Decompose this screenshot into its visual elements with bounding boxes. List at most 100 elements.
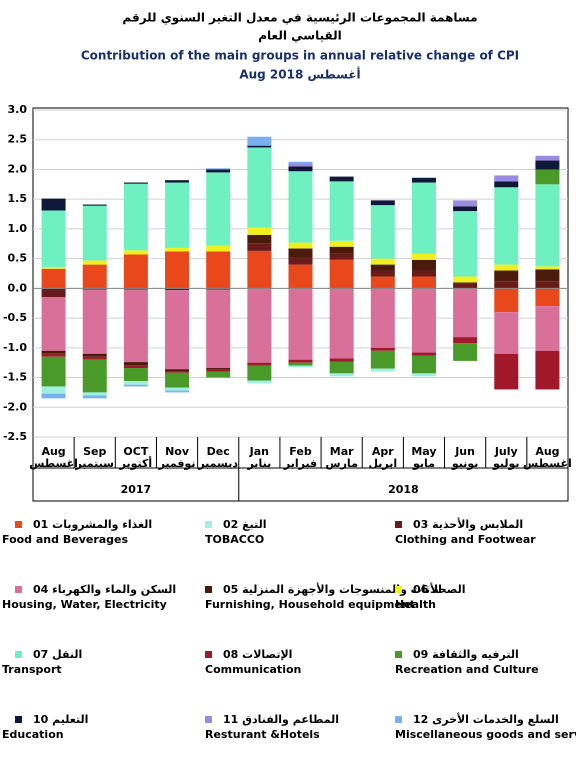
- y-tick-label: 2.5: [8, 133, 28, 146]
- bar-segment: [370, 264, 395, 271]
- x-tick-label: Jun: [454, 445, 475, 458]
- bar-segment: [288, 288, 313, 360]
- x-tick-label: Mar: [330, 445, 354, 458]
- bar-segment: [288, 257, 313, 265]
- bar-segment: [494, 270, 519, 282]
- bar-segment: [206, 168, 231, 170]
- bar-segment: [494, 353, 519, 390]
- bar-segment: [288, 359, 313, 363]
- bar-segment: [41, 386, 66, 394]
- bar-segment: [411, 288, 436, 353]
- bar-segment: [288, 248, 313, 258]
- bar-segment: [494, 175, 519, 182]
- bar-segment: [206, 288, 231, 290]
- bar-segment: [206, 251, 231, 289]
- x-tick-label-ar: يناير: [246, 457, 271, 470]
- bar-segment: [82, 204, 107, 206]
- bar-segment: [535, 288, 560, 307]
- bar-segment: [453, 282, 478, 284]
- y-tick-label: 0.5: [8, 252, 28, 265]
- bar-segment: [288, 365, 313, 368]
- legend-label: Recreation and Culture: [395, 663, 539, 676]
- year-label: 2018: [388, 483, 419, 496]
- bar-segment: [411, 177, 436, 183]
- legend-swatch: [395, 586, 402, 593]
- legend-label-ar: 01 الغذاء والمشروبات: [33, 518, 152, 531]
- x-tick-label: Feb: [289, 445, 312, 458]
- bar-segment: [535, 269, 560, 282]
- bar-segment: [453, 337, 478, 344]
- bar-segment: [411, 270, 436, 277]
- legend-label: Food and Beverages: [2, 533, 129, 546]
- legend-label: TOBACCO: [205, 533, 264, 546]
- y-tick-label: -1.0: [3, 341, 27, 354]
- x-tick-label-ar: يوليو: [492, 457, 520, 470]
- bar-segment: [370, 350, 395, 369]
- legend-label-ar: 03 الملابس والأحذية: [413, 517, 523, 531]
- bar-segment: [453, 276, 478, 283]
- legend-label: Housing, Water, Electricity: [2, 598, 167, 611]
- legend-swatch: [15, 586, 22, 593]
- bar-segment: [123, 289, 148, 363]
- bar-segment: [329, 288, 354, 359]
- legend-swatch: [395, 651, 402, 658]
- bar-segment: [288, 171, 313, 243]
- bar-segment: [123, 362, 148, 366]
- legend-label-ar: 06 الصحة: [413, 583, 465, 596]
- bar-segment: [82, 356, 107, 360]
- bar-segment: [453, 288, 478, 338]
- bar-segment: [247, 147, 272, 228]
- bar-segment: [41, 266, 66, 269]
- y-tick-label: 1.5: [8, 192, 28, 205]
- x-tick-label-ar: ديسمبر: [197, 457, 238, 470]
- bar-segment: [247, 380, 272, 384]
- legend-swatch: [205, 521, 212, 528]
- bar-segment: [247, 227, 272, 235]
- chart-title-ar: مساهمة المجموعات الرئيسية في معدل التغير…: [122, 11, 477, 26]
- legend-swatch: [15, 521, 22, 528]
- legend-swatch: [15, 651, 22, 658]
- x-tick-label: Jan: [249, 445, 269, 458]
- bar-segment: [41, 198, 66, 211]
- chart-title: Contribution of the main groups in annua…: [81, 49, 519, 63]
- legend-swatch: [205, 586, 212, 593]
- y-tick-label: 3.0: [8, 103, 28, 116]
- bar-segment: [453, 283, 478, 289]
- bar-segment: [82, 392, 107, 396]
- y-tick-label: 0.0: [8, 281, 28, 294]
- bar-segment: [329, 361, 354, 374]
- bar-segment: [123, 250, 148, 255]
- bar-segment: [82, 289, 107, 354]
- bar-segment: [494, 264, 519, 271]
- bar-segment: [494, 288, 519, 313]
- bar-segment: [535, 306, 560, 351]
- bar-segment: [123, 183, 148, 251]
- bar-segment: [247, 250, 272, 289]
- bar-segment: [453, 206, 478, 212]
- bar-segment: [453, 343, 478, 361]
- bar-segment: [41, 268, 66, 289]
- legend-label-ar: 05 الأثاث والمنسوجات والأجهزة المنزلية: [223, 582, 442, 596]
- bar-segment: [82, 359, 107, 393]
- bar-segment: [165, 290, 190, 370]
- x-tick-label: Apr: [372, 445, 394, 458]
- bar-segment: [329, 176, 354, 182]
- legend-label-ar: 10 التعليم: [33, 713, 88, 726]
- x-tick-label-ar: ابريل: [368, 457, 397, 470]
- bar-segment: [41, 393, 66, 399]
- bar-segment: [247, 234, 272, 244]
- x-tick-label: Aug: [535, 445, 559, 458]
- x-tick-label: Aug: [41, 445, 65, 458]
- bar-segment: [535, 169, 560, 185]
- x-tick-label: July: [494, 445, 518, 458]
- legend-swatch: [205, 651, 212, 658]
- bar-segment: [370, 347, 395, 351]
- x-tick-label-ar: مايو: [412, 457, 435, 470]
- bar-segment: [247, 288, 272, 363]
- bar-segment: [206, 169, 231, 173]
- bar-segment: [247, 243, 272, 251]
- x-tick-label-ar: نوفمبر: [158, 457, 196, 470]
- bar-segment: [41, 350, 66, 354]
- bar-segment: [411, 352, 436, 356]
